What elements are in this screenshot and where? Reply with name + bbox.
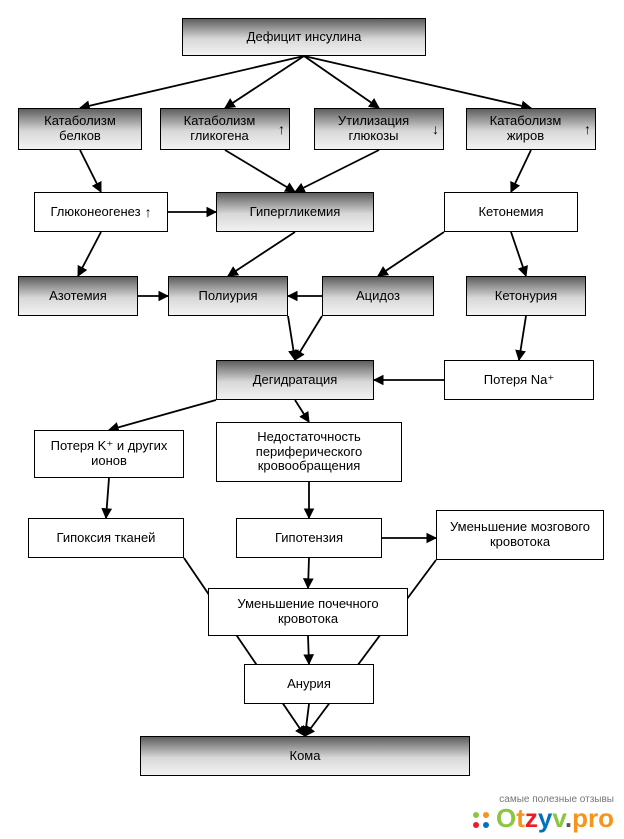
node-glucose: Утилизация глюкозы↓ <box>314 108 444 150</box>
node-label: Утилизация глюкозы <box>319 114 428 144</box>
node-label: Анурия <box>287 677 331 692</box>
node-k_loss: Потеря K⁺ и других ионов <box>34 430 184 478</box>
edge-fat-ketonemia <box>511 150 531 192</box>
node-label: Ацидоз <box>356 289 400 304</box>
node-label: Катаболизм жиров <box>471 114 580 144</box>
edge-renal_flow-anuria <box>308 636 309 664</box>
edge-k_loss-hypoxia <box>106 478 109 518</box>
edge-root-fat <box>304 56 531 108</box>
node-label: Гипотензия <box>275 531 343 546</box>
node-fat: Катаболизм жиров↑ <box>466 108 596 150</box>
node-cereb_flow: Уменьшение мозгового кровотока <box>436 510 604 560</box>
edge-ketonuria-na_loss <box>519 316 526 360</box>
node-anuria: Анурия <box>244 664 374 704</box>
node-polyuria: Полиурия <box>168 276 288 316</box>
node-ketonuria: Кетонурия <box>466 276 586 316</box>
trend-icon: ↑ <box>584 121 591 137</box>
node-label: Катаболизм гликогена <box>165 114 274 144</box>
node-label: Катаболизм белков <box>23 114 137 144</box>
node-coma: Кома <box>140 736 470 776</box>
node-label: Гипоксия тканей <box>57 531 156 546</box>
node-ketonemia: Кетонемия <box>444 192 578 232</box>
node-label: Дегидратация <box>253 373 338 388</box>
edge-hypergly-polyuria <box>228 232 295 276</box>
node-label: Уменьшение почечного кровотока <box>213 597 403 627</box>
edge-glucose-hypergly <box>295 150 379 192</box>
edge-acidosis-dehydration <box>295 316 322 360</box>
node-renal_flow: Уменьшение почечного кровотока <box>208 588 408 636</box>
node-label: Азотемия <box>49 289 107 304</box>
edge-hypoxia-coma <box>184 558 305 736</box>
watermark: самые полезные отзывы Otzyv.pro <box>468 794 614 833</box>
node-protein: Катаболизм белков <box>18 108 142 150</box>
node-azotemia: Азотемия <box>18 276 138 316</box>
node-acidosis: Ацидоз <box>322 276 434 316</box>
node-hypotension: Гипотензия <box>236 518 382 558</box>
node-label: Потеря K⁺ и других ионов <box>39 439 179 469</box>
edge-cereb_flow-coma <box>305 560 436 736</box>
node-label: Кома <box>290 749 321 764</box>
edge-hypotension-renal_flow <box>308 558 309 588</box>
edge-ketonemia-acidosis <box>378 232 444 276</box>
trend-icon: ↑ <box>278 121 285 137</box>
people-icon <box>468 807 494 833</box>
node-label: Уменьшение мозгового кровотока <box>441 520 599 550</box>
node-label: Гипергликемия <box>250 205 341 220</box>
node-gluconeo: Глюконеогенез ↑ <box>34 192 168 232</box>
node-label: Глюконеогенез <box>50 205 140 220</box>
edge-root-protein <box>80 56 304 108</box>
node-dehydration: Дегидратация <box>216 360 374 400</box>
edge-dehydration-k_loss <box>109 400 216 430</box>
edge-protein-gluconeo <box>80 150 101 192</box>
edge-glycogen-hypergly <box>225 150 295 192</box>
node-hypergly: Гипергликемия <box>216 192 374 232</box>
trend-icon: ↓ <box>432 121 439 137</box>
node-glycogen: Катаболизм гликогена↑ <box>160 108 290 150</box>
node-na_loss: Потеря Na⁺ <box>444 360 594 400</box>
node-label: Потеря Na⁺ <box>484 373 555 388</box>
watermark-brand: Otzyv.pro <box>468 805 614 833</box>
edge-root-glycogen <box>225 56 304 108</box>
edge-ketonemia-ketonuria <box>511 232 526 276</box>
node-label: Полиурия <box>198 289 257 304</box>
edge-gluconeo-azotemia <box>78 232 101 276</box>
node-hypoxia: Гипоксия тканей <box>28 518 184 558</box>
edge-polyuria-dehydration <box>288 316 295 360</box>
trend-icon: ↑ <box>145 204 152 220</box>
node-label: Кетонурия <box>495 289 557 304</box>
node-label: Кетонемия <box>478 205 543 220</box>
node-root: Дефицит инсулина <box>182 18 426 56</box>
node-circ_insuf: Недостаточность периферического кровообр… <box>216 422 402 482</box>
node-label: Недостаточность периферического кровообр… <box>221 430 397 475</box>
node-label: Дефицит инсулина <box>247 30 362 45</box>
edge-dehydration-circ_insuf <box>295 400 309 422</box>
